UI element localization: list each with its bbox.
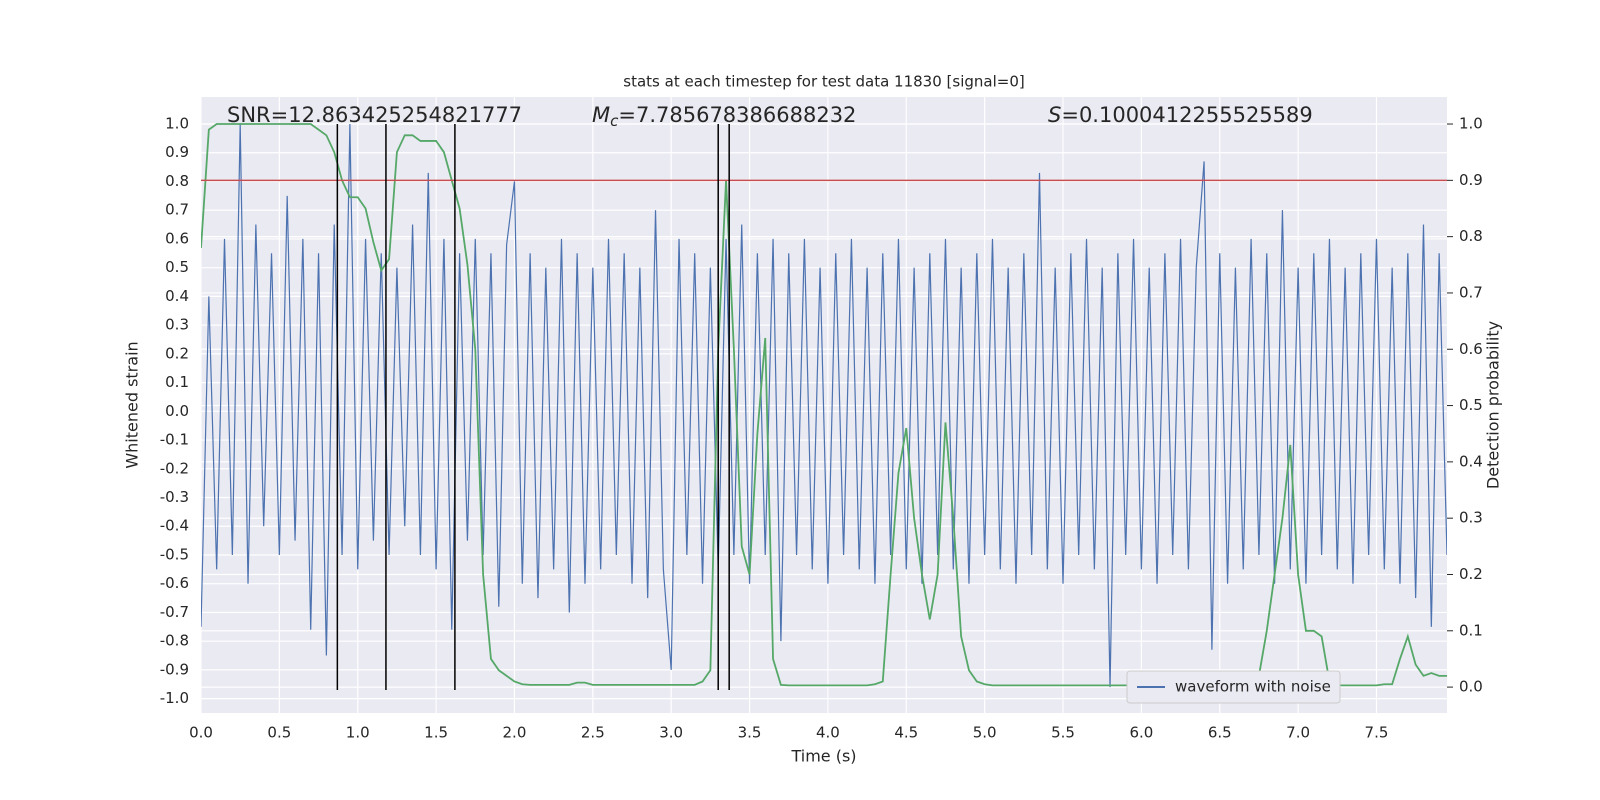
x-tick-label: 0.5 [267, 724, 291, 742]
y2-tick-label: 0.9 [1459, 171, 1483, 189]
x-tick-label: 5.5 [1051, 724, 1075, 742]
y-tick-label: 0.0 [165, 402, 189, 420]
x-tick-label: 3.0 [659, 724, 683, 742]
y-tick-label: -0.5 [160, 545, 189, 563]
y-tick-label: -0.8 [160, 632, 189, 650]
x-tick-label: 4.5 [894, 724, 918, 742]
x-tick-label: 6.0 [1129, 724, 1153, 742]
y-tick-label: -0.7 [160, 603, 189, 621]
y-tick-label: -0.1 [160, 431, 189, 449]
y-tick-label: 0.8 [165, 172, 189, 190]
y-tick-label: 0.7 [165, 201, 189, 219]
x-tick-label: 7.0 [1286, 724, 1310, 742]
annotation-text: =7.785678386688232 [618, 103, 856, 127]
y2-tick-label: 0.2 [1459, 565, 1483, 583]
legend-box [1126, 670, 1341, 704]
y-tick-label: -0.9 [160, 660, 189, 678]
y-tick-label: -0.4 [160, 517, 189, 535]
y2-axis-label: Detection probability [1484, 321, 1503, 489]
annotation-text: =0.1000412255525589 [1061, 103, 1312, 127]
y2-tick-label: 0.0 [1459, 678, 1483, 696]
y2-tick-label: 1.0 [1459, 115, 1483, 133]
x-tick-label: 3.5 [738, 724, 762, 742]
y2-tick-label: 0.1 [1459, 621, 1483, 639]
legend-label: waveform with noise [1175, 678, 1331, 696]
x-tick-label: 7.5 [1365, 724, 1389, 742]
y2-tick-label: 0.3 [1459, 509, 1483, 527]
y-tick-label: -0.6 [160, 574, 189, 592]
x-tick-label: 2.0 [503, 724, 527, 742]
annotation: Mc=7.785678386688232 [592, 103, 856, 130]
y-tick-label: 0.3 [165, 316, 189, 334]
annotation-subscript: c [610, 112, 619, 130]
x-tick-label: 1.0 [346, 724, 370, 742]
y-tick-label: 0.6 [165, 229, 189, 247]
annotation: SNR=12.863425254821777 [227, 103, 522, 127]
y-tick-label: 0.2 [165, 344, 189, 362]
y2-tick-label: 0.7 [1459, 283, 1483, 301]
annotation: S=0.1000412255525589 [1048, 103, 1313, 127]
y-tick-label: 0.5 [165, 258, 189, 276]
x-tick-label: 2.5 [581, 724, 605, 742]
y-axis-label: Whitened strain [123, 341, 142, 468]
y-tick-label: -0.2 [160, 459, 189, 477]
x-axis-label: Time (s) [790, 747, 856, 766]
x-tick-label: 4.0 [816, 724, 840, 742]
y-tick-label: 1.0 [165, 115, 189, 133]
x-tick-label: 6.5 [1208, 724, 1232, 742]
y2-tick-label: 0.8 [1459, 227, 1483, 245]
y2-tick-label: 0.4 [1459, 452, 1483, 470]
y2-tick-label: 0.5 [1459, 396, 1483, 414]
y-tick-label: -1.0 [160, 689, 189, 707]
y-tick-label: 0.4 [165, 287, 189, 305]
chart-title: stats at each timestep for test data 118… [623, 73, 1024, 91]
annotation-symbol: M [592, 103, 610, 127]
annotation-text: SNR=12.863425254821777 [227, 103, 522, 127]
x-tick-label: 5.0 [973, 724, 997, 742]
series-line [201, 123, 1447, 688]
x-tick-label: 0.0 [189, 724, 213, 742]
y-tick-label: 0.9 [165, 143, 189, 161]
y2-tick-label: 0.6 [1459, 340, 1483, 358]
y-tick-label: 0.1 [165, 373, 189, 391]
annotation-symbol: S [1048, 103, 1061, 127]
x-tick-label: 1.5 [424, 724, 448, 742]
y-tick-label: -0.3 [160, 488, 189, 506]
